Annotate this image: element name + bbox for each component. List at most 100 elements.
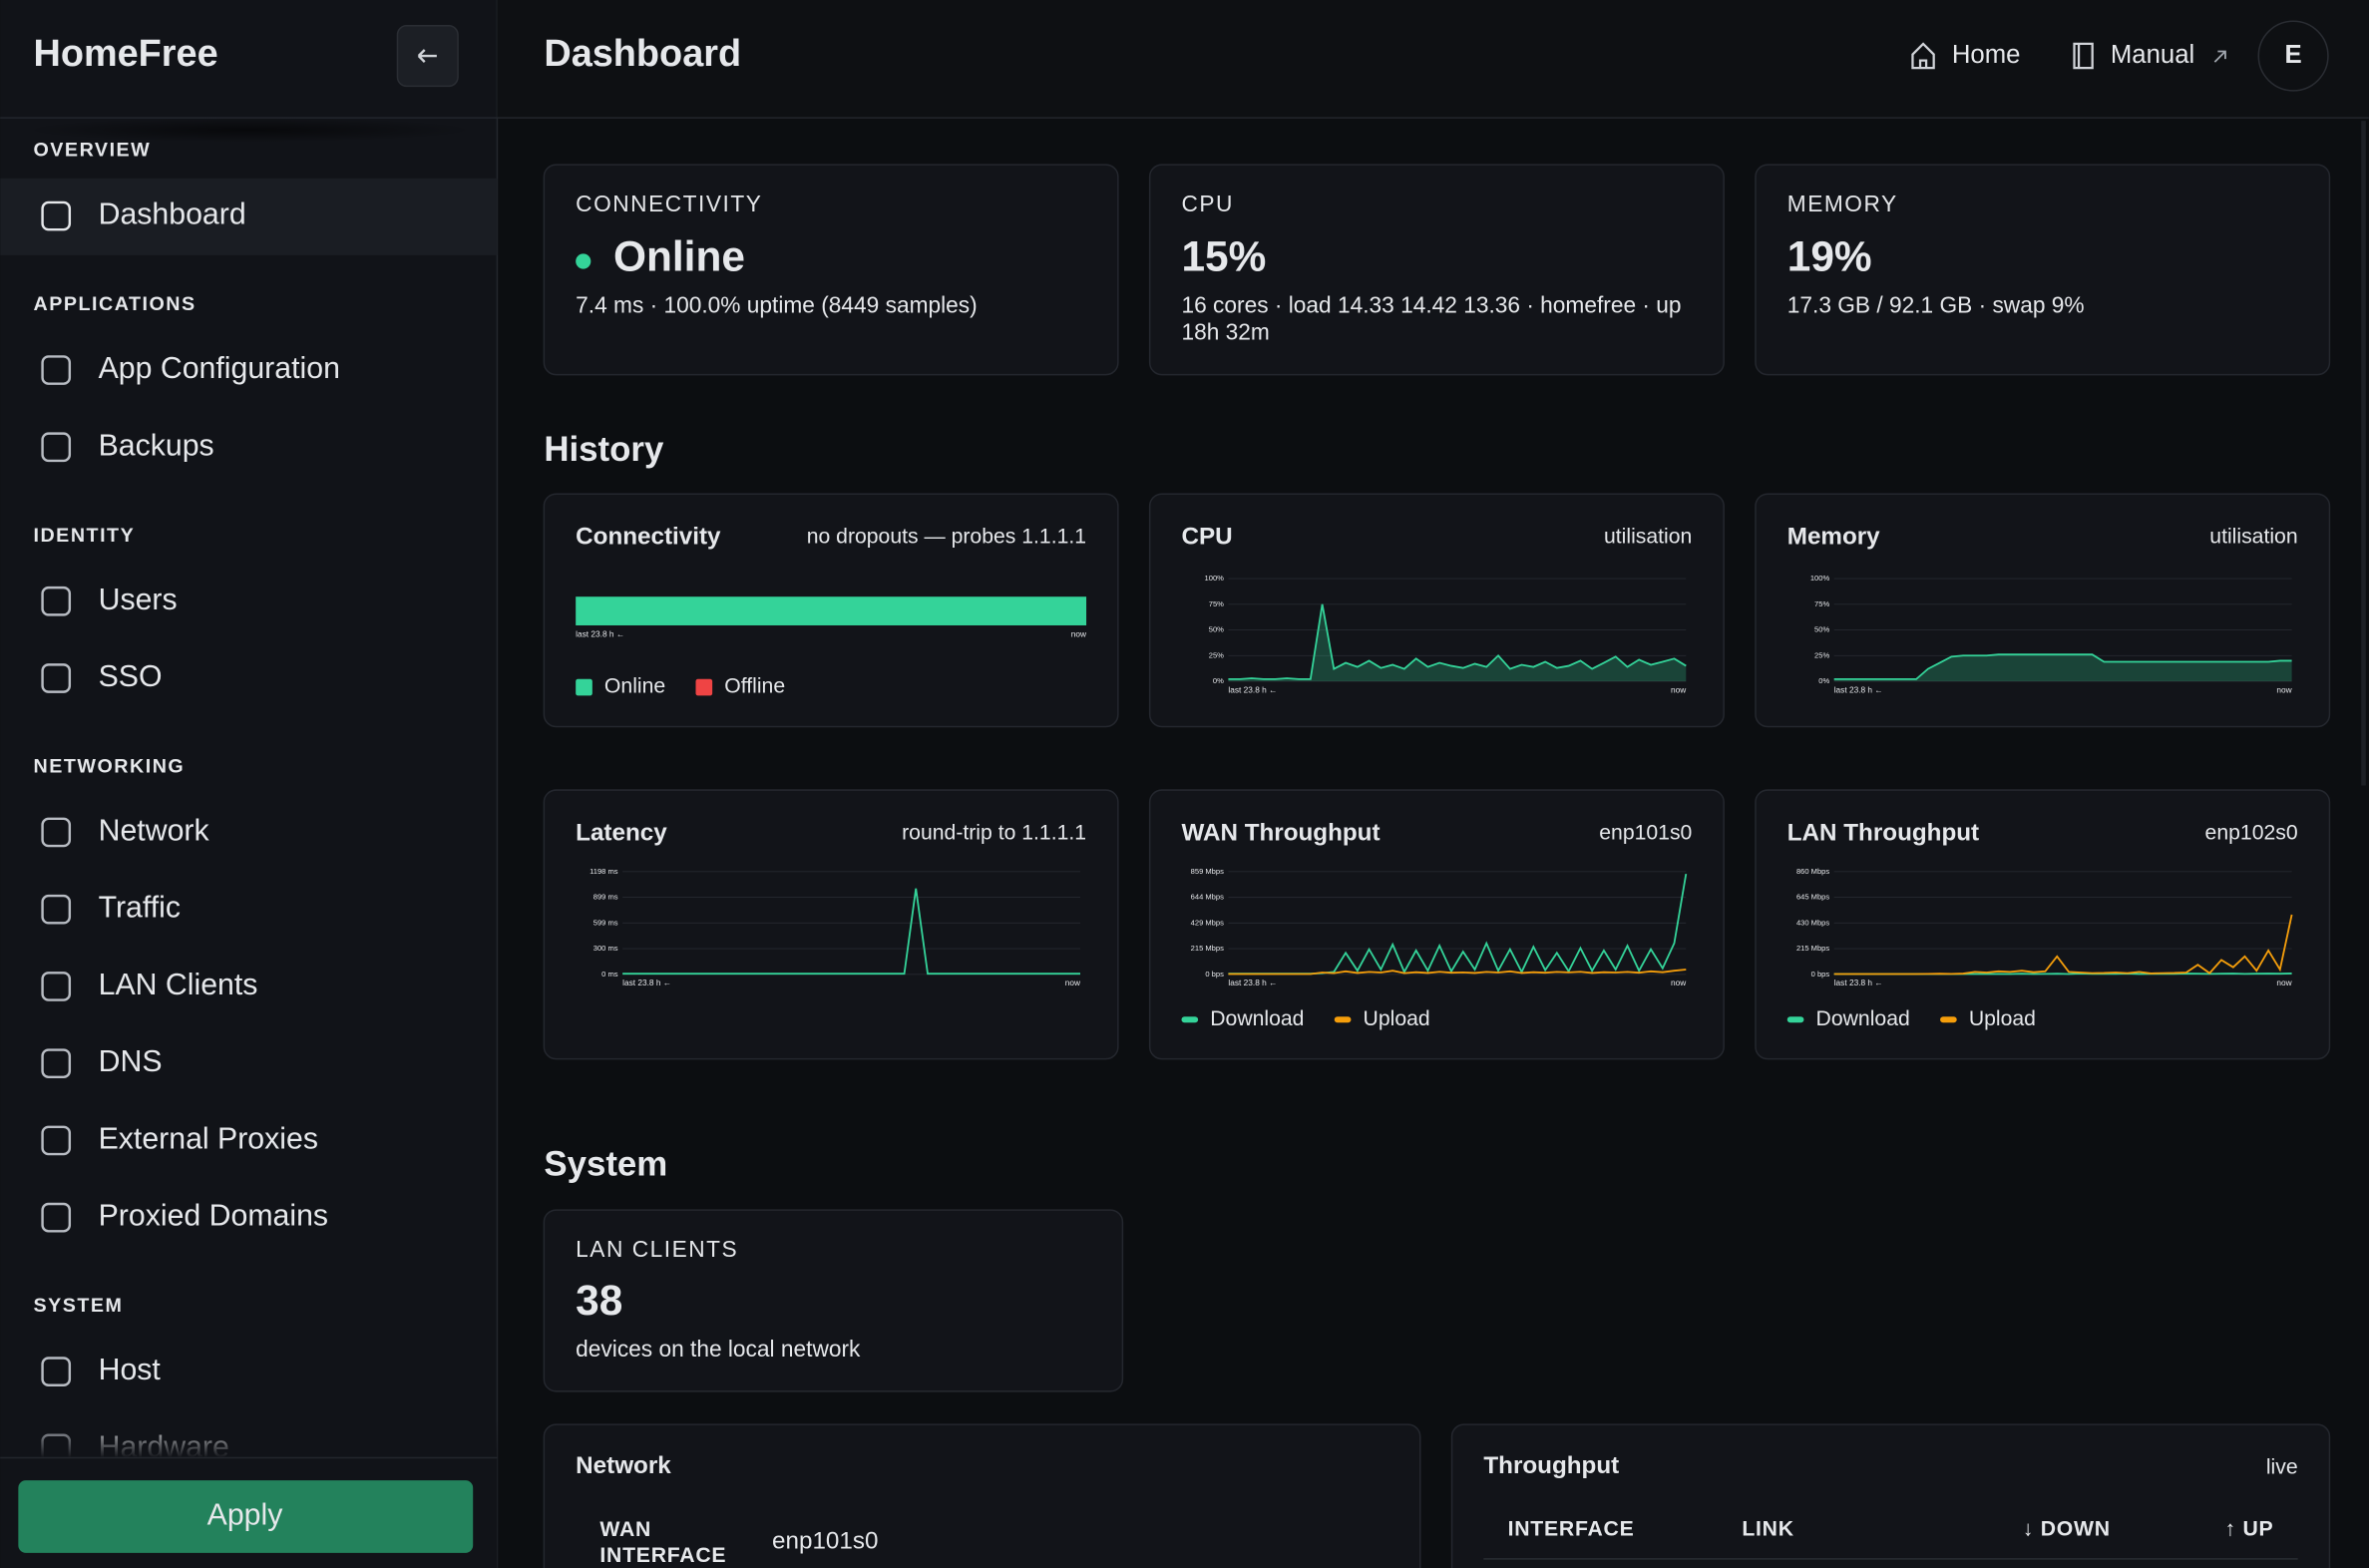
nav-icon [41, 200, 72, 231]
text-line: 16 cores · load 14.33 14.42 13.36 · home… [1181, 291, 1687, 317]
nav-item[interactable]: Proxied Domains [41, 1200, 328, 1233]
y-tick-label: 859 Mbps [1191, 867, 1224, 876]
nav-item[interactable]: App Configuration [41, 352, 340, 385]
nav-icon [41, 663, 72, 693]
x-axis-label: now [2276, 684, 2292, 694]
nav-item[interactable]: Users [41, 584, 178, 616]
nav-item[interactable]: DNS [41, 1045, 163, 1078]
nav-item[interactable]: External Proxies [41, 1122, 318, 1155]
nav-section-title: SYSTEM [33, 1295, 123, 1317]
legend-swatch [576, 678, 592, 696]
panel-title: Memory [1787, 524, 1880, 551]
nav-icon [41, 817, 72, 848]
series-line [1228, 603, 1687, 680]
panel-title: CPU [1181, 524, 1232, 551]
column-header[interactable]: LINK [1742, 1518, 1793, 1541]
x-axis-label: last 23.8 h ← [576, 628, 624, 638]
y-tick-label: 0% [1213, 676, 1224, 685]
y-tick-label: 100% [1810, 574, 1830, 583]
y-tick-label: 50% [1209, 625, 1224, 634]
nav-icon [41, 355, 72, 385]
stat-value: 19% [1787, 233, 1872, 280]
nav-label[interactable]: Users [99, 584, 178, 616]
nav-label[interactable]: LAN Clients [99, 969, 258, 1001]
nav-label[interactable]: Host [99, 1354, 162, 1386]
x-axis-label: last 23.8 h ← [1228, 684, 1277, 694]
uptime-segment [576, 596, 1087, 625]
x-axis-label: last 23.8 h ← [622, 978, 671, 987]
history-panel [1755, 789, 2331, 1060]
panel-subtitle: utilisation [1604, 526, 1692, 549]
y-tick-label: 25% [1814, 650, 1829, 659]
apply-label[interactable]: Apply [207, 1499, 284, 1532]
nav-item[interactable]: LAN Clients [41, 969, 258, 1001]
stat-label: CPU [1181, 191, 1233, 216]
series-line [1228, 969, 1687, 976]
stat-card [1755, 164, 2331, 376]
stat-detail: devices on the local network [576, 1336, 861, 1362]
avatar-initial[interactable]: E [2285, 41, 2302, 69]
stat-card [1148, 164, 1725, 376]
nav-icon [41, 972, 72, 1001]
panel-subtitle: round-trip to 1.1.1.1 [902, 822, 1086, 845]
nav: OVERVIEW Dashboard APPLICATIONS App Configu… [0, 140, 498, 1458]
nav-icon [41, 894, 72, 925]
x-axis-label: now [1065, 978, 1081, 987]
manual-link[interactable]: Manual [2073, 41, 2226, 70]
throughput-card [1450, 1423, 2331, 1568]
nav-label[interactable]: SSO [99, 660, 163, 693]
card-title: Network [576, 1452, 671, 1479]
nav-item[interactable]: Host [41, 1354, 162, 1386]
text-line: 17.3 GB / 92.1 GB · swap 9% [1787, 291, 2085, 317]
nav-label[interactable]: App Configuration [99, 352, 340, 385]
x-axis-label: last 23.8 h ← [1228, 978, 1277, 987]
y-tick-label: 645 Mbps [1796, 893, 1829, 902]
nav-label[interactable]: Dashboard [99, 198, 246, 231]
x-axis-label: last 23.8 h ← [1834, 978, 1883, 987]
column-header[interactable]: ↓ DOWN [2023, 1518, 2111, 1541]
scroll-shadow [22, 118, 477, 143]
nav-fade [0, 1419, 498, 1458]
nav-item[interactable]: Backups [41, 429, 214, 463]
panel-subtitle: enp102s0 [2205, 822, 2298, 845]
home-link[interactable]: Home [1911, 41, 2021, 70]
column-header[interactable]: ↑ UP [2224, 1518, 2273, 1541]
y-tick-label: 215 Mbps [1191, 944, 1224, 953]
y-tick-label: 429 Mbps [1191, 918, 1224, 927]
nav-item[interactable]: Traffic [41, 892, 181, 925]
home-link-label[interactable]: Home [1952, 41, 2021, 69]
avatar[interactable]: E [2257, 20, 2329, 92]
page-title: Dashboard [544, 33, 741, 75]
panel-title: Connectivity [576, 524, 721, 551]
nav-label[interactable]: External Proxies [99, 1122, 318, 1155]
stat-value: 15% [1181, 233, 1266, 280]
stat-label: LAN CLIENTS [576, 1236, 738, 1262]
collapse-button[interactable] [396, 24, 459, 88]
nav-label[interactable]: Proxied Domains [99, 1200, 328, 1233]
nav-icon [41, 432, 72, 463]
stat-detail: 17.3 GB / 92.1 GB · swap 9% [1787, 291, 2085, 317]
nav-label[interactable]: Backups [99, 429, 214, 462]
column-header[interactable]: INTERFACE [1508, 1518, 1635, 1541]
manual-link-label[interactable]: Manual [2111, 41, 2194, 69]
nav-item[interactable]: SSO [41, 660, 163, 693]
panel-subtitle: no dropouts — probes 1.1.1.1 [807, 526, 1086, 549]
y-tick-label: 300 ms [593, 944, 618, 953]
card-title: Throughput [1483, 1452, 1619, 1479]
nav-label[interactable]: DNS [99, 1045, 163, 1078]
nav-section-title: APPLICATIONS [33, 293, 196, 315]
y-tick-label: 0 ms [601, 970, 618, 979]
apply-button[interactable]: Apply [18, 1480, 474, 1553]
nav-label[interactable]: Network [99, 814, 210, 847]
legend-swatch [695, 678, 713, 696]
nav-item[interactable]: Dashboard [0, 178, 498, 255]
y-tick-label: 0% [1818, 676, 1829, 685]
nav-active-bg [0, 178, 498, 255]
x-axis-label: now [1671, 684, 1687, 694]
series-line [1833, 653, 2292, 680]
nav-label[interactable]: Traffic [99, 892, 181, 925]
y-tick-label: 0 bps [1205, 970, 1224, 979]
stat-detail: 7.4 ms · 100.0% uptime (8449 samples) [576, 291, 978, 317]
nav-item[interactable]: Network [41, 814, 210, 848]
